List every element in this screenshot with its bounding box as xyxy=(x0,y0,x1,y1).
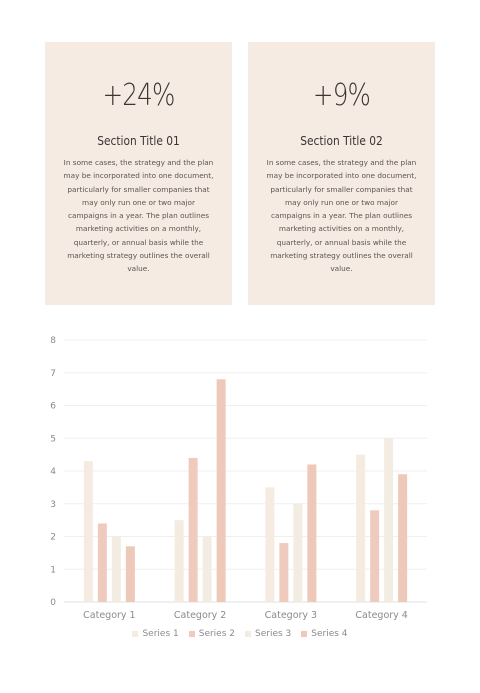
section-body: In some cases, the strategy and the plan… xyxy=(266,158,417,274)
section-title: Section Title 01 xyxy=(97,133,180,148)
y-tick-label: 2 xyxy=(50,533,56,543)
legend-item: Series 1 xyxy=(132,629,179,639)
y-tick-label: 7 xyxy=(50,369,56,379)
legend-swatch xyxy=(132,631,139,637)
y-tick-label: 5 xyxy=(50,434,56,444)
bar xyxy=(265,487,275,602)
bar xyxy=(111,536,121,602)
legend-label: Series 4 xyxy=(311,629,348,639)
y-tick-label: 4 xyxy=(50,467,56,477)
y-tick-label: 0 xyxy=(50,598,56,608)
legend-item: Series 3 xyxy=(245,629,291,639)
bar xyxy=(188,457,198,602)
x-tick-label: Category 4 xyxy=(355,610,407,621)
bar xyxy=(125,546,135,602)
bar xyxy=(370,510,380,602)
x-tick-label: Category 2 xyxy=(174,610,226,621)
y-tick-label: 6 xyxy=(50,402,56,412)
bar xyxy=(398,474,408,602)
stat-value: +9% xyxy=(312,78,371,113)
x-tick-label: Category 3 xyxy=(265,610,317,621)
bar xyxy=(293,503,303,602)
section-body: In some cases, the strategy and the plan… xyxy=(63,158,214,274)
legend-swatch xyxy=(245,631,251,637)
bar xyxy=(307,464,317,602)
legend-label: Series 3 xyxy=(255,629,292,639)
bar xyxy=(216,379,226,602)
bar xyxy=(384,438,394,602)
legend-swatch xyxy=(301,631,308,637)
bar xyxy=(356,454,366,602)
y-tick-label: 8 xyxy=(50,336,56,346)
y-tick-label: 1 xyxy=(50,565,56,575)
legend-swatch xyxy=(188,631,195,637)
stat-card-2: +9% Section Title 02 In some cases, the … xyxy=(248,42,435,305)
x-tick-label: Category 1 xyxy=(83,610,135,621)
bar xyxy=(202,536,212,602)
bar xyxy=(174,520,184,602)
legend-label: Series 1 xyxy=(142,629,179,639)
chart-legend: Series 1 Series 2 Series 3 Series 4 xyxy=(0,629,480,639)
stat-card-1: +24% Section Title 01 In some cases, the… xyxy=(45,42,232,305)
stat-value: +24% xyxy=(102,78,175,113)
bar xyxy=(83,461,93,602)
bar xyxy=(97,523,107,602)
legend-item: Series 4 xyxy=(301,629,348,639)
legend-label: Series 2 xyxy=(198,629,235,639)
bar-chart: 0 1 2 3 4 5 6 7 8 Category 1 Category 2 Category 3 C… xyxy=(50,336,427,621)
legend-item: Series 2 xyxy=(188,629,235,639)
section-title: Section Title 02 xyxy=(300,133,383,148)
y-tick-label: 3 xyxy=(50,500,56,510)
bar xyxy=(279,543,289,602)
